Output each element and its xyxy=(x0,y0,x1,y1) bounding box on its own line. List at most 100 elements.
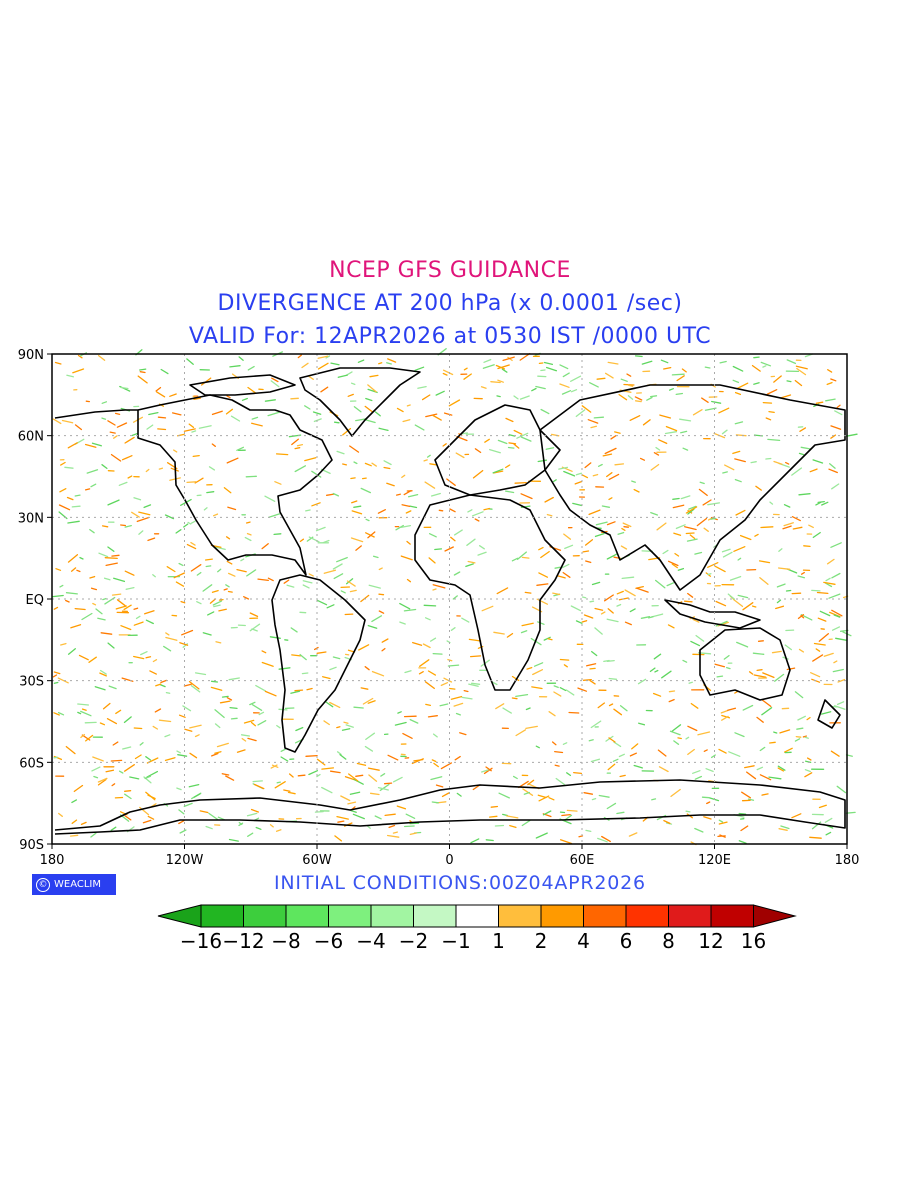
divergence-streak xyxy=(779,394,792,399)
convergence-streak xyxy=(245,475,257,478)
divergence-streak xyxy=(459,732,467,736)
convergence-streak xyxy=(403,825,415,828)
divergence-streak xyxy=(157,428,167,431)
convergence-streak xyxy=(53,756,58,759)
convergence-streak xyxy=(290,690,301,694)
divergence-streak xyxy=(329,770,341,774)
convergence-streak xyxy=(466,538,476,546)
convergence-streak xyxy=(365,518,370,522)
divergence-streak xyxy=(226,560,233,565)
convergence-streak xyxy=(677,567,685,571)
divergence-streak xyxy=(226,457,239,464)
divergence-streak xyxy=(364,666,370,671)
divergence-streak xyxy=(717,835,726,838)
convergence-streak xyxy=(251,704,263,711)
convergence-streak xyxy=(594,532,605,538)
divergence-streak xyxy=(186,481,197,484)
divergence-streak xyxy=(531,686,543,690)
divergence-streak xyxy=(673,532,682,536)
colorbar-tick-label: −2 xyxy=(398,929,429,953)
divergence-streak xyxy=(463,689,469,693)
divergence-streak xyxy=(401,504,411,508)
divergence-streak xyxy=(178,820,185,825)
convergence-streak xyxy=(225,584,230,588)
convergence-streak xyxy=(313,418,322,423)
convergence-streak xyxy=(675,392,684,396)
convergence-streak xyxy=(591,650,598,657)
divergence-streak xyxy=(419,659,430,667)
convergence-streak xyxy=(107,499,120,506)
divergence-streak xyxy=(271,377,279,383)
divergence-streak xyxy=(791,813,802,819)
divergence-streak xyxy=(257,578,269,582)
divergence-streak xyxy=(269,824,274,828)
colorbar-tick-label: −4 xyxy=(356,929,386,953)
convergence-streak xyxy=(719,360,727,364)
divergence-streak xyxy=(147,537,156,542)
divergence-streak xyxy=(608,497,613,501)
divergence-streak xyxy=(652,692,662,697)
divergence-streak xyxy=(347,393,354,397)
convergence-streak xyxy=(535,832,548,839)
divergence-streak xyxy=(113,435,118,439)
divergence-streak xyxy=(606,472,613,478)
convergence-streak xyxy=(205,825,213,830)
convergence-streak xyxy=(535,745,540,749)
convergence-streak xyxy=(653,653,662,660)
convergence-streak xyxy=(176,787,182,791)
divergence-streak xyxy=(53,671,61,675)
divergence-streak xyxy=(548,797,555,801)
convergence-streak xyxy=(759,746,766,752)
convergence-streak xyxy=(102,597,107,601)
divergence-streak xyxy=(586,663,597,667)
convergence-streak xyxy=(182,705,192,712)
convergence-streak xyxy=(738,840,747,844)
convergence-streak xyxy=(165,691,171,694)
divergence-streak xyxy=(365,532,375,538)
convergence-streak xyxy=(190,685,201,693)
convergence-streak xyxy=(718,819,724,823)
divergence-streak xyxy=(343,721,349,724)
convergence-streak xyxy=(519,395,530,400)
divergence-streak xyxy=(67,442,78,449)
convergence-streak xyxy=(190,520,196,524)
divergence-streak xyxy=(823,652,834,657)
convergence-streak xyxy=(435,390,445,396)
divergence-streak xyxy=(435,784,444,788)
convergence-streak xyxy=(139,368,147,371)
divergence-streak xyxy=(584,539,594,546)
divergence-streak xyxy=(211,589,219,593)
divergence-streak xyxy=(818,804,827,809)
convergence-streak xyxy=(139,742,144,746)
divergence-streak xyxy=(449,687,456,690)
convergence-streak xyxy=(217,568,222,573)
divergence-streak xyxy=(336,726,341,729)
divergence-streak xyxy=(532,669,544,676)
divergence-streak xyxy=(97,778,107,786)
divergence-streak xyxy=(775,605,785,610)
divergence-streak xyxy=(428,557,436,564)
divergence-streak xyxy=(241,737,247,742)
convergence-streak xyxy=(330,362,340,366)
convergence-streak xyxy=(267,411,280,417)
divergence-streak xyxy=(791,516,801,522)
divergence-streak xyxy=(658,439,668,445)
colorbar-tick-label: 2 xyxy=(534,929,548,953)
convergence-streak xyxy=(59,584,64,588)
divergence-streak xyxy=(316,651,327,654)
convergence-streak xyxy=(160,368,169,375)
divergence-streak xyxy=(634,396,643,401)
convergence-streak xyxy=(345,578,354,585)
divergence-streak xyxy=(624,621,632,626)
convergence-streak xyxy=(386,362,392,365)
colorbar-tick-label: 4 xyxy=(577,929,590,953)
divergence-streak xyxy=(538,795,550,802)
divergence-streak xyxy=(348,773,359,782)
divergence-streak xyxy=(154,708,162,713)
divergence-streak xyxy=(346,580,356,587)
convergence-streak xyxy=(778,548,783,552)
convergence-streak xyxy=(585,829,592,833)
divergence-streak xyxy=(360,594,370,603)
divergence-streak xyxy=(823,581,836,585)
divergence-streak xyxy=(592,473,599,477)
